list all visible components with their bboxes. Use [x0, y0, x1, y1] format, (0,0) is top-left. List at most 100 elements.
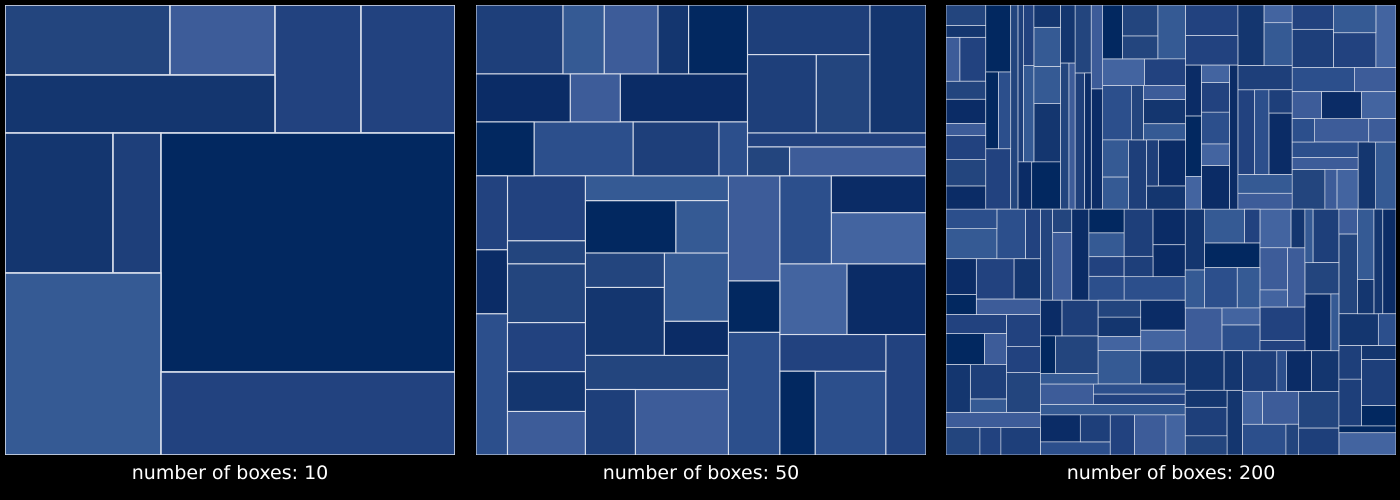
- treemap-box: [1152, 244, 1186, 278]
- treemap-box: [360, 5, 455, 134]
- treemap-box: [1184, 307, 1223, 352]
- treemap-box: [1031, 161, 1061, 210]
- treemap-box: [1338, 208, 1358, 235]
- treemap-box: [584, 388, 636, 455]
- treemap-box: [969, 364, 1007, 400]
- treemap-box: [1361, 91, 1396, 119]
- treemap-box: [996, 208, 1026, 260]
- treemap-box: [1039, 403, 1186, 416]
- treemap-box: [946, 80, 987, 100]
- treemap-box: [1102, 5, 1123, 60]
- treemap-box: [1052, 208, 1073, 233]
- treemap-box: [1010, 5, 1019, 210]
- treemap-box: [1368, 118, 1396, 143]
- treemap-box: [1093, 383, 1186, 395]
- treemap-box: [1006, 346, 1041, 373]
- treemap-box: [634, 388, 729, 455]
- treemap-box: [1354, 67, 1396, 93]
- treemap-box: [1146, 139, 1159, 187]
- treemap-box: [1039, 414, 1081, 443]
- treemap-box: [727, 331, 781, 455]
- treemap-box: [1276, 350, 1287, 392]
- treemap-box: [584, 252, 665, 288]
- treemap-box: [1298, 390, 1340, 429]
- treemap-box: [1375, 5, 1396, 68]
- treemap-box: [946, 123, 987, 137]
- treemap-box: [657, 5, 690, 75]
- treemap-box: [1338, 233, 1358, 315]
- caption-50: number of boxes: 50: [602, 462, 800, 484]
- treemap-box: [1254, 89, 1270, 175]
- treemap-box: [1375, 141, 1396, 210]
- treemap-box: [1221, 307, 1261, 326]
- treemap-box: [1291, 67, 1355, 93]
- treemap-box: [718, 121, 749, 177]
- treemap-box: [5, 74, 276, 134]
- treemap-box: [1090, 5, 1104, 90]
- treemap-box: [885, 333, 926, 455]
- treemap-box: [1079, 414, 1111, 443]
- treemap-box: [506, 263, 586, 324]
- treemap-box: [1338, 432, 1396, 455]
- treemap-box: [1204, 242, 1261, 269]
- treemap-panel-10: [5, 5, 455, 455]
- treemap-box: [1123, 276, 1186, 301]
- treemap-box: [1033, 66, 1061, 104]
- treemap-box: [603, 5, 659, 75]
- treemap-box: [1097, 350, 1142, 385]
- treemap-box: [1268, 112, 1293, 175]
- treemap-box: [1068, 62, 1076, 210]
- treemap-box: [985, 71, 999, 150]
- treemap-box: [584, 200, 677, 254]
- treemap-box: [975, 258, 1015, 300]
- treemap-box: [959, 36, 987, 82]
- treemap-box: [1157, 5, 1186, 60]
- treemap-box: [1290, 208, 1306, 249]
- treemap-box: [779, 175, 832, 265]
- treemap-box: [1013, 258, 1041, 300]
- treemap-box: [1146, 185, 1186, 210]
- treemap-box: [1259, 306, 1306, 341]
- treemap-box: [1185, 176, 1202, 210]
- treemap-box: [779, 263, 848, 336]
- treemap-box: [779, 370, 816, 455]
- treemap-panel-200: [946, 5, 1396, 455]
- treemap-box: [584, 175, 729, 202]
- treemap-box: [1071, 208, 1090, 301]
- treemap-box: [1338, 425, 1396, 434]
- treemap-box: [1184, 350, 1225, 391]
- treemap-box: [1039, 208, 1054, 301]
- treemap-box: [476, 175, 509, 251]
- treemap-box: [1382, 208, 1396, 315]
- treemap-box: [476, 249, 509, 315]
- treemap-box: [1333, 5, 1377, 34]
- treemap-box: [1229, 64, 1239, 210]
- treemap-box: [1291, 157, 1359, 170]
- treemap-box: [1259, 289, 1288, 308]
- treemap-box: [985, 148, 1012, 210]
- treemap-box: [1006, 314, 1041, 347]
- treemap-box: [1185, 64, 1202, 117]
- treemap-box: [1131, 85, 1144, 141]
- treemap-box: [1143, 99, 1186, 125]
- treemap-box: [1157, 139, 1186, 187]
- treemap-box: [1291, 169, 1326, 210]
- treemap-box: [1298, 427, 1340, 455]
- treemap-box: [946, 5, 987, 26]
- treemap-box: [1311, 350, 1340, 392]
- treemap-box: [1055, 335, 1099, 374]
- treemap-box: [946, 364, 971, 413]
- treemap-box: [1291, 141, 1359, 158]
- treemap-box: [1185, 5, 1239, 36]
- treemap-box: [5, 132, 114, 274]
- treemap-box: [1287, 247, 1306, 308]
- treemap-box: [746, 54, 817, 134]
- treemap-box: [1017, 161, 1033, 210]
- treemap-box: [946, 314, 1007, 334]
- treemap-box: [1039, 441, 1111, 455]
- treemap-box: [1097, 336, 1142, 351]
- treemap-box: [727, 280, 781, 333]
- treemap-box: [632, 121, 720, 177]
- treemap-box: [533, 121, 634, 177]
- treemap-box: [1025, 208, 1041, 260]
